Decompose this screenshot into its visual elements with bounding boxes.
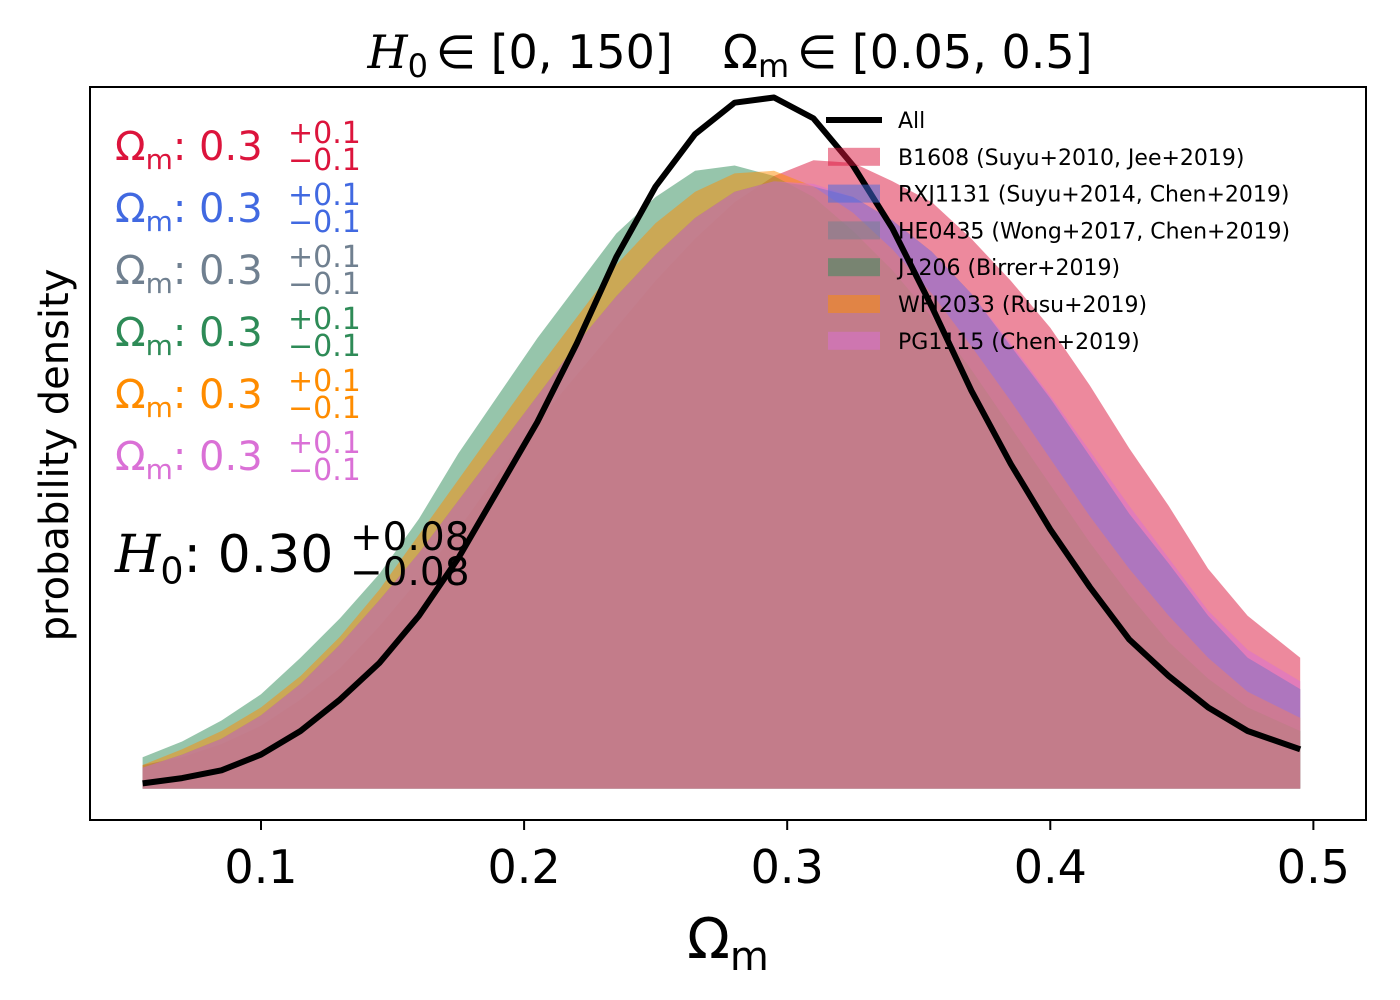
- legend-label: PG1115 (Chen+2019): [898, 330, 1140, 355]
- svg-text:−0.1: −0.1: [288, 453, 361, 488]
- legend: All B1608 (Suyu+2010, Jee+2019) RXJ1131 (S…: [826, 109, 1290, 355]
- annotation-omega-m: Ωm: 0.3 +0.1−0.1: [115, 240, 361, 302]
- svg-text:Ωm: 0.3: Ωm: 0.3: [115, 248, 263, 300]
- x-tick-label: 0.5: [1277, 840, 1350, 894]
- svg-text:−0.08: −0.08: [350, 550, 470, 595]
- svg-text:Ωm: 0.3: Ωm: 0.3: [115, 310, 263, 362]
- series-area-pg1115: [142, 181, 1301, 789]
- title-h-symbol: H: [366, 25, 408, 79]
- x-axis-label-symbol: Ω: [687, 907, 730, 972]
- x-axis-ticks: 0.1 0.2 0.3 0.4 0.5: [224, 820, 1350, 894]
- legend-swatch: [828, 147, 880, 166]
- x-tick-label: 0.3: [751, 840, 824, 894]
- legend-label: J1206 (Birrer+2019): [896, 256, 1120, 281]
- svg-text:H0: 0.30: H0: 0.30: [114, 525, 333, 592]
- svg-text:−0.1: −0.1: [288, 329, 361, 364]
- legend-label: RXJ1131 (Suyu+2014, Chen+2019): [898, 183, 1289, 208]
- x-tick-label: 0.2: [488, 840, 561, 894]
- legend-swatch: [828, 295, 880, 313]
- annotation-omega-m: Ωm: 0.3 +0.1−0.1: [115, 116, 361, 178]
- svg-text:−0.1: −0.1: [288, 143, 361, 178]
- legend-swatch: [828, 184, 880, 203]
- x-axis-label: Ωm: [687, 907, 769, 980]
- series-line-all: [142, 94, 1302, 787]
- svg-text:−0.1: −0.1: [288, 205, 361, 240]
- svg-text:+0.1: +0.1: [288, 116, 361, 151]
- title-h-sub: 0: [408, 47, 428, 85]
- legend-label: HE0435 (Wong+2017, Chen+2019): [898, 219, 1290, 244]
- title-om-range: ∈ [0.05, 0.5]: [797, 25, 1092, 79]
- legend-label: B1608 (Suyu+2010, Jee+2019): [898, 146, 1245, 171]
- legend-label: All: [898, 109, 925, 134]
- svg-text:Ωm: 0.3: Ωm: 0.3: [115, 186, 263, 238]
- legend-swatch: [828, 221, 880, 240]
- svg-text:−0.1: −0.1: [288, 391, 361, 426]
- svg-text:Ωm: 0.3: Ωm: 0.3: [115, 434, 263, 486]
- plot-area: [142, 94, 1302, 789]
- svg-text:+0.1: +0.1: [288, 426, 361, 461]
- svg-text:H0∈ [0, 150]Ωm∈ [0.05, 0.5]: H0 ∈ [0, 150] Ωm ∈ [0.05, 0.5]: [366, 25, 1092, 85]
- svg-text:+0.1: +0.1: [288, 178, 361, 213]
- legend-label: WFI2033 (Rusu+2019): [898, 293, 1147, 318]
- svg-text:+0.1: +0.1: [288, 302, 361, 337]
- svg-text:+0.08: +0.08: [350, 515, 470, 560]
- legend-swatch: [828, 258, 880, 277]
- x-axis-label-sub: m: [730, 934, 769, 980]
- title-om-symbol: Ω: [723, 25, 758, 79]
- y-axis-label: probability density: [32, 269, 78, 642]
- svg-text:+0.1: +0.1: [288, 240, 361, 275]
- annotation-omega-m: Ωm: 0.3 +0.1−0.1: [115, 364, 361, 426]
- annotation-omega-m: Ωm: 0.3 +0.1−0.1: [115, 178, 361, 240]
- svg-text:+0.1: +0.1: [288, 364, 361, 399]
- chart-title: H0 ∈ [0, 150] Ωm ∈ [0.05, 0.5]: [366, 25, 1092, 85]
- title-om-sub: m: [758, 47, 789, 85]
- annotations: Ωm: 0.3 +0.1−0.1Ωm: 0.3 +0.1−0.1Ωm: 0.3 +0.…: [114, 116, 470, 595]
- annotation-omega-m: Ωm: 0.3 +0.1−0.1: [115, 426, 361, 488]
- legend-swatch: [828, 331, 880, 350]
- axes-frame: [89, 86, 1367, 821]
- x-tick-label: 0.4: [1014, 840, 1087, 894]
- svg-text:Ωm: 0.3: Ωm: 0.3: [115, 372, 263, 424]
- annotation-h0: H0: 0.30 +0.08−0.08: [114, 515, 470, 595]
- title-h-range: ∈ [0, 150]: [436, 25, 673, 79]
- svg-text:Ωm: 0.3: Ωm: 0.3: [115, 124, 263, 176]
- annotation-omega-m: Ωm: 0.3 +0.1−0.1: [115, 302, 361, 364]
- svg-text:−0.1: −0.1: [288, 267, 361, 302]
- x-tick-label: 0.1: [224, 840, 297, 894]
